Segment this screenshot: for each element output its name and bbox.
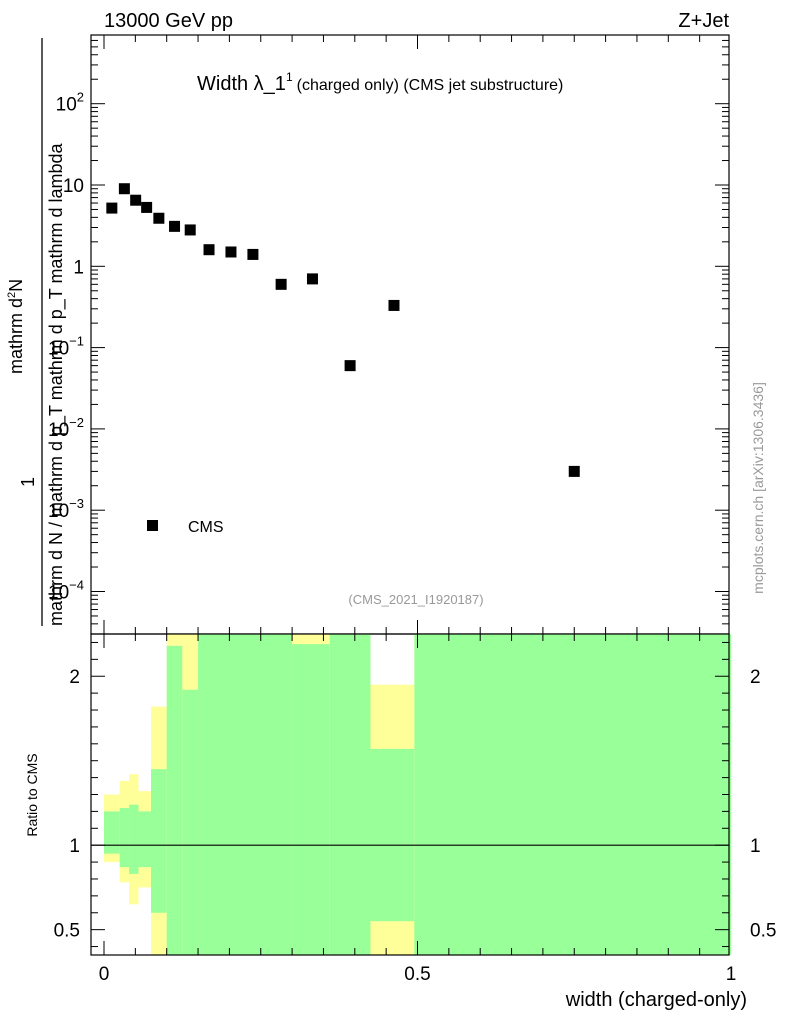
legend-label-cms: CMS [188, 519, 224, 536]
cms-data-point [118, 183, 130, 195]
y-label-top-sup: 2 [6, 292, 18, 298]
ratio-inner-band [198, 634, 293, 955]
ratio-inner-band [370, 748, 415, 955]
analysis-reference: (CMS_2021_I1920187) [348, 592, 483, 607]
ratio-y-tick-label-left: 1 [69, 836, 80, 857]
chart-title-suffix: (charged only) (CMS jet substructure) [297, 77, 564, 94]
cms-data-point [153, 212, 165, 224]
cms-data-point [388, 299, 400, 311]
x-tick-labels: 0 0.5 1 [99, 964, 737, 985]
ratio-plot-panel: 0.5 0.51 12 2 0 0.5 1 Ratio to CMS width (cha… [24, 633, 777, 1011]
ratio-outer-band-gap [370, 921, 415, 955]
ratio-inner-band [129, 804, 139, 874]
legend: CMS [147, 519, 224, 536]
cms-data-point [130, 194, 142, 206]
cms-data-point [184, 224, 196, 236]
ratio-inner-band [119, 808, 130, 868]
y-label-denominator-text: mathrm d N / mathrm d p_T mathrm d p_T m… [46, 143, 67, 626]
ratio-y-tick-label-left: 0.5 [54, 921, 80, 942]
main-y-tick-label: 102 [56, 90, 84, 116]
header-left-label: 13000 GeV pp [104, 10, 233, 32]
ratio-y-axis-label: Ratio to CMS [24, 753, 40, 836]
ratio-uncertainty-bands [104, 634, 731, 955]
main-y-axis-label: 1 mathrm d N / mathrm d p_T mathrm d p_T… [6, 38, 67, 626]
cms-data-point [344, 360, 356, 372]
cms-data-point [141, 201, 153, 213]
main-y-tick-label: 1 [73, 257, 84, 278]
cms-data-point [169, 220, 181, 232]
x-axis-label: width (charged-only) [565, 989, 747, 1011]
ratio-inner-band [414, 634, 731, 955]
y-label-numerator: 1 [18, 477, 38, 487]
cms-data-point [106, 202, 118, 214]
ratio-inner-band [292, 644, 330, 955]
cms-data-point [247, 248, 259, 260]
ratio-inner-band [166, 645, 183, 955]
cms-data-markers [106, 183, 580, 477]
y-label-denominator-row: mathrm d N / mathrm d p_T mathrm d p_T m… [46, 143, 67, 626]
chart-title-superscript: 1 [286, 70, 293, 84]
ratio-inner-band [182, 689, 199, 955]
ratio-inner-band [151, 769, 167, 913]
ratio-inner-band [138, 811, 152, 868]
x-tick-label: 0.5 [404, 964, 430, 985]
legend-marker [147, 520, 158, 531]
ratio-y-tick-label-right: 1 [750, 836, 761, 857]
x-tick-label: 1 [726, 964, 737, 985]
header-right-label: Z+Jet [678, 10, 729, 32]
chart-title-main: Width λ_1 [197, 73, 286, 95]
ratio-inner-band [104, 811, 120, 854]
cms-data-point [568, 465, 580, 477]
main-y-tick-label: 10−1 [48, 334, 84, 360]
main-y-tick-label: 10−3 [48, 496, 84, 522]
main-y-tick-label: 10−4 [48, 577, 84, 603]
y-label-top-tail: N [6, 279, 26, 292]
cms-data-point [203, 244, 215, 256]
watermark: mcplots.cern.ch [arXiv:1306.3436] [750, 382, 766, 594]
cms-data-point [306, 273, 318, 285]
ratio-inner-band [329, 634, 371, 955]
main-y-tick-labels: 10−4 10−3 10−2 10−1 1 10 102 [48, 90, 84, 604]
ratio-y-tick-label-right: 2 [750, 667, 761, 688]
ratio-axis-ticks [91, 634, 729, 955]
main-y-tick-label: 10 [63, 176, 84, 197]
ratio-y-tick-label-right: 0.5 [750, 921, 776, 942]
chart-title: Width λ_11 (charged only) (CMS jet substr… [197, 70, 563, 95]
x-tick-label: 0 [99, 964, 110, 985]
main-y-tick-label: 10−2 [48, 415, 84, 441]
ratio-y-tick-labels: 0.5 0.5 1 1 2 2 [54, 667, 777, 941]
main-axis-ticks [91, 34, 729, 635]
y-label-top-text: mathrm d [6, 298, 26, 374]
ratio-y-tick-label-left: 2 [69, 667, 80, 688]
cms-data-point [275, 278, 287, 290]
main-plot-frame [90, 34, 730, 635]
cms-data-point [225, 246, 237, 258]
y-label-top-row: mathrm d2N [6, 279, 26, 374]
